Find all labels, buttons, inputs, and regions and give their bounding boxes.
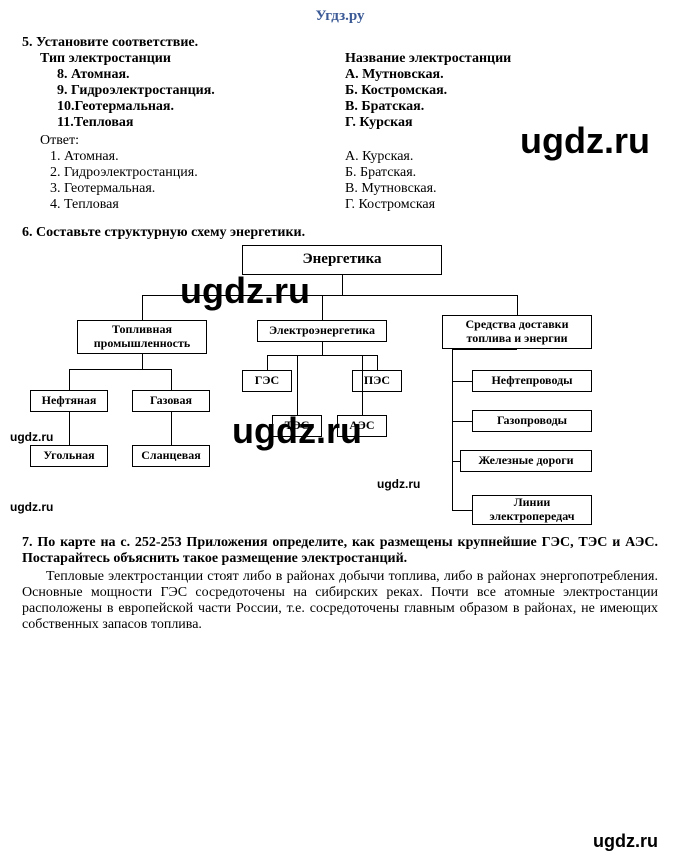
q7-body: Тепловые электростанции стоят либо в рай…: [22, 569, 658, 633]
q5-left-item: 10.Геотермальная.: [22, 99, 335, 115]
q5-ans-left: 3. Геотермальная.: [22, 181, 335, 197]
q5-left-item: 8. Атомная.: [22, 67, 335, 83]
node-n6: ГЭС: [242, 370, 292, 392]
node-n3: Средства доставки топлива и энергии: [442, 315, 592, 349]
q5-ans-left: 4. Тепловая: [22, 197, 335, 213]
site-header: Угдз.ру: [22, 8, 658, 25]
q7-title: 7. По карте на с. 252-253 Приложения опр…: [22, 535, 658, 567]
footer-watermark: ugdz.ru: [593, 831, 658, 852]
q5-title: 5. Установите соответствие.: [22, 35, 658, 51]
node-n1: Топливная промышленность: [77, 320, 207, 354]
node-n9: АЭС: [337, 415, 387, 437]
node-n10: Угольная: [30, 445, 108, 467]
q5-right-item: Г. Курская: [345, 115, 658, 131]
watermark-small: ugdz.ru: [377, 477, 420, 491]
watermark-small: ugdz.ru: [10, 500, 53, 514]
watermark-small: ugdz.ru: [10, 430, 53, 444]
q5-right-head: Название электростанции: [345, 51, 658, 67]
q5-ans-right: В. Мутновская.: [345, 181, 658, 197]
node-n14: Железные дороги: [460, 450, 592, 472]
node-root: Энергетика: [242, 245, 442, 275]
q5-right-item: В. Братская.: [345, 99, 658, 115]
q6-title: 6. Составьте структурную схему энергетик…: [22, 225, 658, 241]
q5-ans-right: Б. Братская.: [345, 165, 658, 181]
q5-ans-right: Г. Костромская: [345, 197, 658, 213]
node-n11: Сланцевая: [132, 445, 210, 467]
q5-left-head: Тип электростанции: [22, 51, 335, 67]
node-n12: Нефтепроводы: [472, 370, 592, 392]
node-n8: ТЭС: [272, 415, 322, 437]
q5-right-item: А. Мутновская.: [345, 67, 658, 83]
q5-ans-left: 2. Гидроэлектростанция.: [22, 165, 335, 181]
q5-left-item: 11.Тепловая: [22, 115, 335, 131]
node-n15: Линии электропередач: [472, 495, 592, 525]
q5-left-item: 9. Гидроэлектростанция.: [22, 83, 335, 99]
q5-ans-left: 1. Атомная.: [22, 149, 335, 165]
node-n4: Нефтяная: [30, 390, 108, 412]
q5-right-item: Б. Костромская.: [345, 83, 658, 99]
q5-block: 5. Установите соответствие. Тип электрос…: [22, 35, 658, 213]
q5-ans-right: А. Курская.: [345, 149, 658, 165]
node-n13: Газопроводы: [472, 410, 592, 432]
energy-diagram: Энергетика Топливная промышленность Элек…: [22, 245, 658, 525]
node-n5: Газовая: [132, 390, 210, 412]
q5-answer-label: Ответ:: [22, 133, 335, 149]
node-n7: ПЭС: [352, 370, 402, 392]
node-n2: Электроэнергетика: [257, 320, 387, 342]
